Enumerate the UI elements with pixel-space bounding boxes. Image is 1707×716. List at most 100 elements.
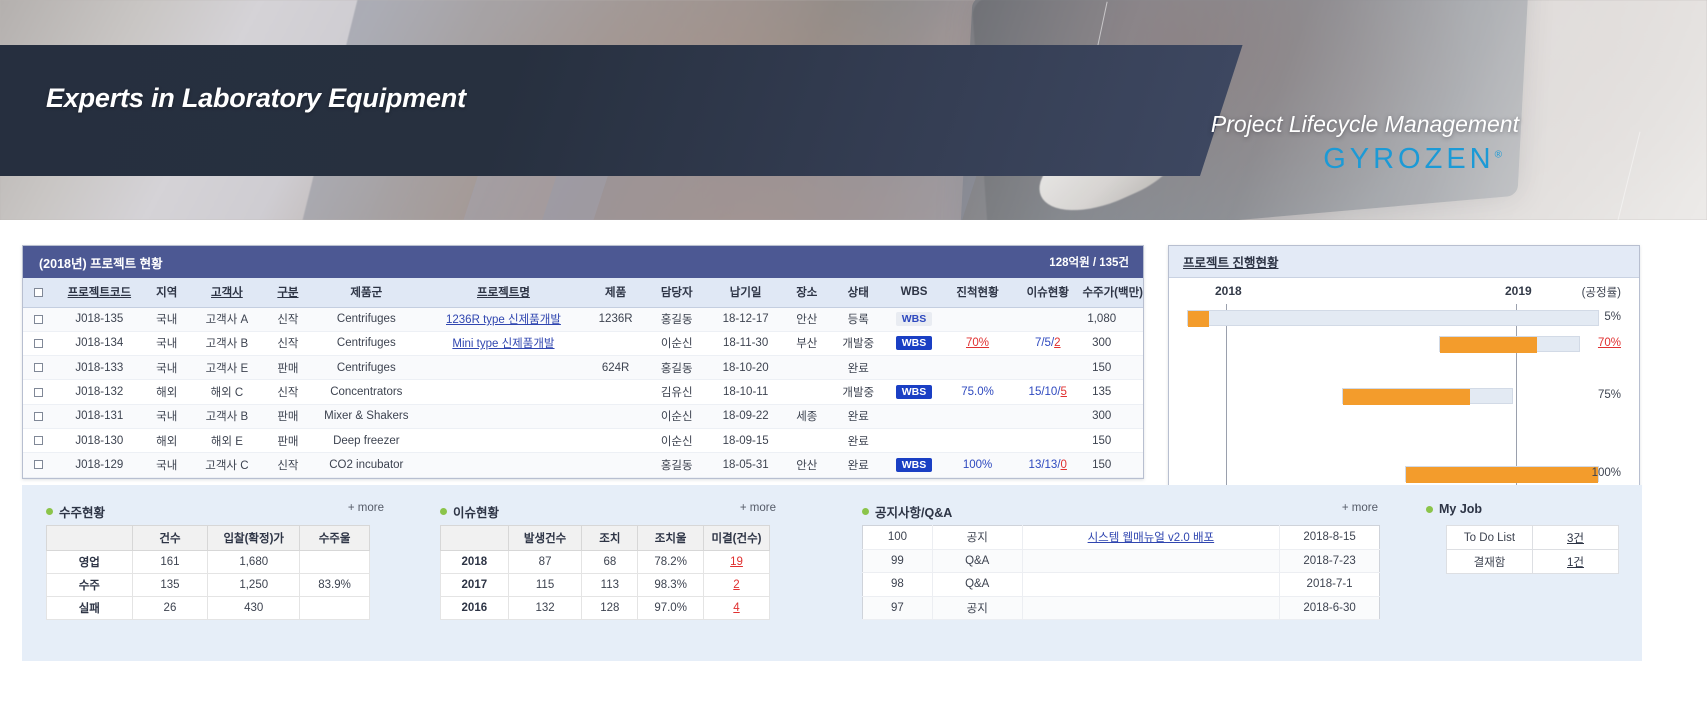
wbs-button[interactable]: WBS — [895, 457, 933, 472]
table-row[interactable]: J018-129 국내 고객사 C 신작 CO2 incubator 홍길동 18-05-3… — [23, 452, 1143, 478]
cell-myjob-count[interactable]: 1건 — [1532, 549, 1619, 574]
issue-value[interactable]: 7/5/2 — [1034, 337, 1061, 350]
issue-value[interactable]: 13/13/0 — [1028, 458, 1067, 471]
col-customer[interactable]: 고객사 — [189, 278, 265, 308]
table-row: 2017 115 113 98.3% 2 — [440, 573, 770, 597]
cell-order-price: 1,250 — [207, 573, 301, 597]
cell-wbs[interactable]: WBS — [886, 452, 943, 478]
cell-issue[interactable]: 15/10/5 — [1013, 379, 1083, 405]
cell-issue-occurred: 115 — [507, 573, 583, 597]
row-select-cell[interactable] — [23, 428, 55, 454]
cell-project-code: J018-134 — [54, 331, 145, 357]
table-row[interactable]: J018-130 해외 해외 E 판매 Deep freezer 이순신 18-09-15 완… — [23, 428, 1143, 454]
cell-issue-pending[interactable]: 19 — [703, 550, 770, 574]
widget-notices-more-button[interactable]: + more — [1341, 502, 1378, 514]
cell-issue-rate: 97.0% — [637, 596, 705, 620]
bullet-icon — [862, 508, 869, 515]
cell-wbs[interactable]: WBS — [886, 331, 943, 357]
row-checkbox[interactable] — [34, 387, 44, 397]
list-item[interactable]: 97 공지 2018-6-30 — [862, 596, 1380, 620]
cell-customer: 해외 C — [189, 379, 265, 405]
progress-value[interactable]: 100% — [962, 458, 993, 471]
wbs-button[interactable]: WBS — [895, 312, 933, 327]
myjob-count-link[interactable]: 3건 — [1567, 532, 1584, 545]
col-amount[interactable]: 수주가(백만) — [1082, 278, 1143, 308]
col-region[interactable]: 지역 — [144, 278, 190, 308]
list-item[interactable]: 100 공지 시스템 웹매뉴얼 v2.0 배포 2018-8-15 — [862, 525, 1380, 550]
gantt-bar-track[interactable] — [1438, 336, 1581, 353]
col-project-name[interactable]: 프로젝트명 — [421, 278, 586, 308]
gantt-bar-track[interactable] — [1187, 310, 1599, 327]
cell-issue — [1013, 404, 1083, 429]
cell-progress[interactable]: 75.0% — [942, 379, 1014, 405]
row-checkbox[interactable] — [34, 460, 44, 470]
project-name-link[interactable]: 1236R type 신제품개발 — [446, 314, 561, 327]
col-wbs[interactable]: WBS — [886, 278, 943, 308]
col-progress[interactable]: 진척현황 — [942, 278, 1014, 308]
gantt-progress-percent[interactable]: 70% — [1597, 337, 1621, 349]
select-all-cell[interactable] — [23, 278, 55, 308]
col-status[interactable]: 상태 — [830, 278, 887, 308]
table-row[interactable]: J018-131 국내 고객사 B 판매 Mixer & Shakers 이순신 18-09… — [23, 404, 1143, 429]
wbs-button[interactable]: WBS — [895, 336, 933, 351]
cell-progress[interactable]: 100% — [942, 452, 1014, 478]
row-select-cell[interactable] — [23, 404, 55, 429]
issue-value[interactable]: 15/10/5 — [1028, 386, 1067, 399]
cell-region: 국내 — [144, 452, 190, 478]
table-row[interactable]: J018-135 국내 고객사 A 신작 Centrifuges 1236R type 신… — [23, 307, 1143, 332]
progress-value[interactable]: 75.0% — [961, 386, 994, 399]
table-row[interactable]: J018-132 해외 해외 C 신작 Concentrators 김유신 18-10-11… — [23, 379, 1143, 405]
cell-issue[interactable]: 7/5/2 — [1013, 331, 1083, 357]
project-name-link[interactable]: Mini type 신제품개발 — [452, 338, 555, 351]
myjob-count-link[interactable]: 1건 — [1567, 556, 1584, 569]
col-project-code[interactable]: 프로젝트코드 — [54, 278, 145, 308]
issues-table: 발생건수 조치 조치울 미결(건수) 2018 87 68 78.2% 19 2017 11… — [440, 525, 770, 620]
list-item[interactable]: 99 Q&A 2018-7-23 — [862, 549, 1380, 573]
issue-pending-link[interactable]: 19 — [730, 556, 743, 568]
cell-myjob-count[interactable]: 3건 — [1532, 525, 1619, 550]
col-due-date[interactable]: 납기일 — [708, 278, 784, 308]
cell-project-name[interactable]: Mini type 신제품개발 — [421, 331, 586, 357]
col-product[interactable]: 제품 — [585, 278, 646, 308]
gantt-bar-track[interactable] — [1341, 388, 1514, 405]
cell-issue-pending[interactable]: 4 — [703, 596, 770, 620]
widget-issues-more-button[interactable]: + more — [739, 502, 776, 514]
orders-table: 건수 입찰(확정)가 수주울 영업 161 1,680 수주 135 1,250 83.9%… — [46, 525, 370, 620]
issue-pending-link[interactable]: 2 — [733, 579, 740, 591]
table-row: 수주 135 1,250 83.9% — [46, 573, 370, 597]
cell-progress[interactable]: 70% — [942, 331, 1014, 357]
cell-project-name[interactable]: 1236R type 신제품개발 — [421, 307, 586, 332]
table-row[interactable]: J018-133 국내 고객사 E 판매 Centrifuges 624R 홍길동 18-10… — [23, 355, 1143, 381]
row-checkbox[interactable] — [34, 338, 44, 348]
list-item[interactable]: 98 Q&A 2018-7-1 — [862, 572, 1380, 597]
row-select-cell[interactable] — [23, 307, 55, 332]
cell-notice-subject[interactable]: 시스템 웹매뉴얼 v2.0 배포 — [1022, 525, 1281, 550]
row-checkbox[interactable] — [34, 411, 44, 421]
widget-orders-more-button[interactable]: + more — [347, 502, 384, 514]
col-issue[interactable]: 이슈현황 — [1013, 278, 1083, 308]
row-checkbox[interactable] — [34, 363, 44, 373]
row-checkbox[interactable] — [34, 314, 44, 324]
cell-wbs[interactable]: WBS — [886, 307, 943, 332]
cell-project-code: J018-129 — [54, 452, 145, 478]
col-kind[interactable]: 구분 — [264, 278, 312, 308]
progress-value[interactable]: 70% — [966, 337, 990, 350]
row-select-cell[interactable] — [23, 452, 55, 478]
col-place[interactable]: 장소 — [783, 278, 831, 308]
cell-issue-pending[interactable]: 2 — [703, 573, 770, 597]
gantt-bar-track[interactable] — [1405, 466, 1599, 483]
cell-wbs[interactable]: WBS — [886, 379, 943, 405]
row-select-cell[interactable] — [23, 331, 55, 357]
col-product-group[interactable]: 제품군 — [311, 278, 422, 308]
wbs-button[interactable]: WBS — [895, 385, 933, 400]
issue-pending-link[interactable]: 4 — [733, 602, 740, 614]
row-checkbox[interactable] — [34, 436, 44, 446]
table-row[interactable]: J018-134 국내 고객사 B 신작 Centrifuges Mini type 신제… — [23, 331, 1143, 357]
row-select-cell[interactable] — [23, 379, 55, 405]
col-owner[interactable]: 담당자 — [645, 278, 709, 308]
select-all-checkbox[interactable] — [34, 287, 44, 297]
cell-region: 국내 — [144, 307, 190, 332]
cell-issue[interactable]: 13/13/0 — [1013, 452, 1083, 478]
notice-subject-link[interactable]: 시스템 웹매뉴얼 v2.0 배포 — [1087, 532, 1215, 545]
row-select-cell[interactable] — [23, 355, 55, 381]
